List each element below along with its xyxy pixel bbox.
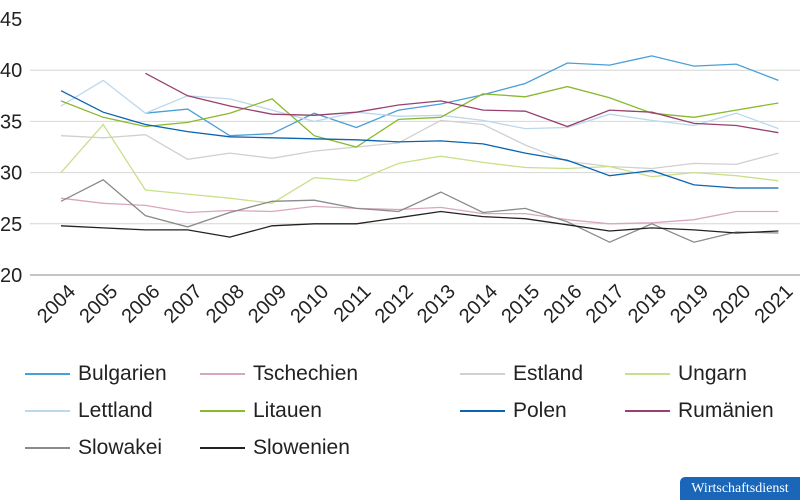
legend-swatch	[460, 373, 505, 375]
x-tick-label: 2016	[540, 281, 587, 328]
legend-item: Slowenien	[200, 436, 350, 460]
x-tick-label: 2008	[202, 281, 249, 328]
legend-label: Litauen	[253, 399, 322, 422]
legend-label: Ungarn	[678, 362, 747, 385]
wirtschaftsdienst-badge: Wirtschaftsdienst	[680, 477, 800, 500]
x-tick-label: 2021	[751, 281, 798, 328]
legend-swatch	[200, 410, 245, 412]
series-line-slowenien	[60, 210, 779, 238]
x-tick-label: 2019	[666, 281, 713, 328]
legend-label: Slowenien	[253, 436, 350, 459]
legend-item: Litauen	[200, 399, 322, 423]
legend-item: Lettland	[25, 399, 153, 423]
x-tick-label: 2014	[455, 281, 502, 328]
series-line-bulgarien	[145, 55, 779, 137]
y-tick-label: 35	[0, 111, 22, 133]
x-tick-label: 2011	[330, 281, 376, 327]
legend-item: Estland	[460, 362, 583, 386]
x-tick-label: 2006	[118, 281, 165, 328]
series-line-rumänien	[145, 72, 779, 134]
legend-swatch	[625, 410, 670, 412]
legend-label: Rumänien	[678, 399, 774, 422]
series-line-lettland	[60, 79, 779, 130]
legend-label: Bulgarien	[78, 362, 167, 385]
y-tick-label: 20	[0, 265, 22, 287]
y-tick-label: 30	[0, 163, 22, 185]
x-tick-label: 2012	[371, 281, 418, 328]
legend-swatch	[625, 373, 670, 375]
x-tick-label: 2007	[160, 281, 207, 328]
x-tick-label: 2010	[286, 281, 333, 328]
y-tick-label: 45	[0, 9, 22, 31]
series-line-slowakei	[60, 179, 779, 243]
legend-label: Lettland	[78, 399, 153, 422]
legend-swatch	[25, 447, 70, 449]
series-line-tschechien	[60, 197, 779, 225]
legend-label: Polen	[513, 399, 567, 422]
legend-label: Estland	[513, 362, 584, 385]
series-line-ungarn	[60, 123, 779, 204]
legend-item: Ungarn	[625, 362, 747, 386]
legend-swatch	[460, 410, 505, 412]
line-chart: 20 25 30 35 40 45 2004200520062007200820092010…	[0, 9, 800, 328]
series-line-polen	[60, 90, 779, 189]
legend-item: Rumänien	[625, 399, 774, 423]
legend-item: Polen	[460, 399, 567, 423]
x-tick-label: 2005	[75, 281, 122, 328]
x-tick-label: 2004	[33, 281, 80, 328]
x-tick-label: 2018	[624, 281, 671, 328]
legend-swatch	[200, 373, 245, 375]
x-tick-label: 2013	[413, 281, 460, 328]
legend-label: Tschechien	[253, 362, 359, 385]
x-tick-label: 2009	[244, 281, 291, 328]
legend-item: Slowakei	[25, 436, 162, 460]
x-tick-label: 2020	[708, 281, 755, 328]
legend-item: Bulgarien	[25, 362, 167, 386]
x-tick-label: 2017	[582, 281, 629, 328]
legend-item: Tschechien	[200, 362, 358, 386]
x-tick-label: 2015	[497, 281, 544, 328]
legend-swatch	[25, 410, 70, 412]
legend-swatch	[200, 447, 245, 449]
legend-swatch	[25, 373, 70, 375]
y-tick-label: 25	[0, 214, 22, 236]
series-line-estland	[60, 119, 779, 170]
y-tick-label: 40	[0, 60, 22, 82]
legend-label: Slowakei	[78, 436, 163, 459]
